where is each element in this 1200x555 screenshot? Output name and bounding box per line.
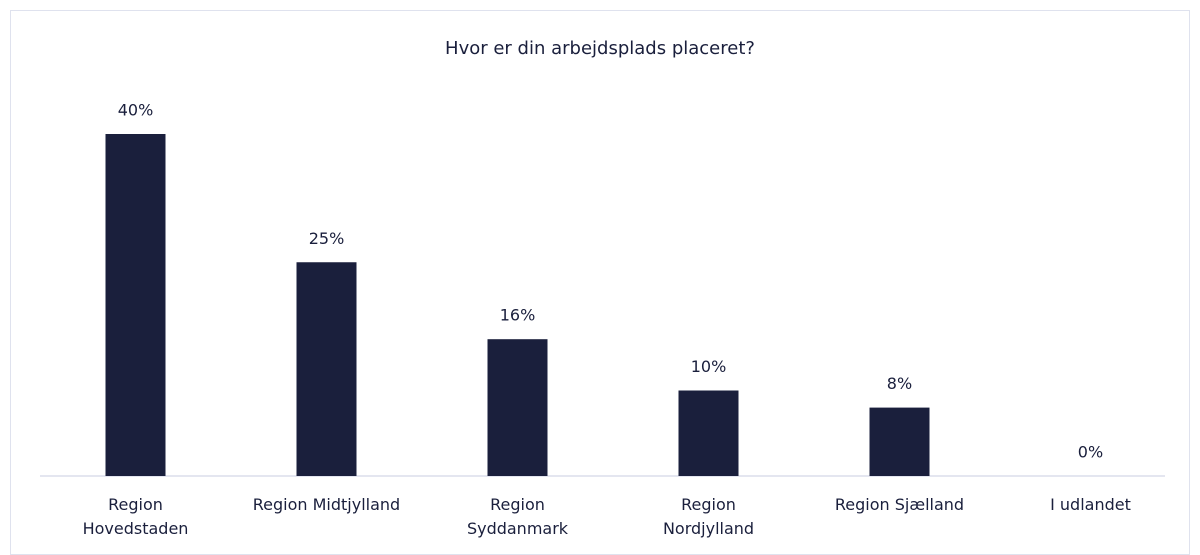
x-tick-label: Region Hovedstaden — [82, 495, 189, 538]
value-label: 25% — [309, 229, 345, 248]
value-label: 8% — [887, 374, 912, 393]
value-label: 10% — [691, 357, 727, 376]
value-label: 16% — [500, 306, 536, 325]
frame — [10, 10, 1190, 555]
value-label: 40% — [118, 101, 154, 120]
bar — [678, 390, 739, 476]
x-tick-label: Region Sjælland — [834, 495, 965, 514]
x-tick-label: I udlandet — [1050, 495, 1131, 514]
x-tick-label: Region Midtjylland — [252, 495, 401, 514]
bar — [296, 262, 357, 476]
bar — [869, 407, 930, 476]
bar — [487, 339, 548, 476]
value-label: 0% — [1078, 443, 1103, 462]
chart-title: Hvor er din arbejdsplads placeret? — [445, 38, 755, 59]
bar — [105, 134, 166, 476]
x-tick-label: Region Syddanmark — [466, 495, 569, 538]
x-tick-label: Region Nordjylland — [662, 495, 755, 538]
